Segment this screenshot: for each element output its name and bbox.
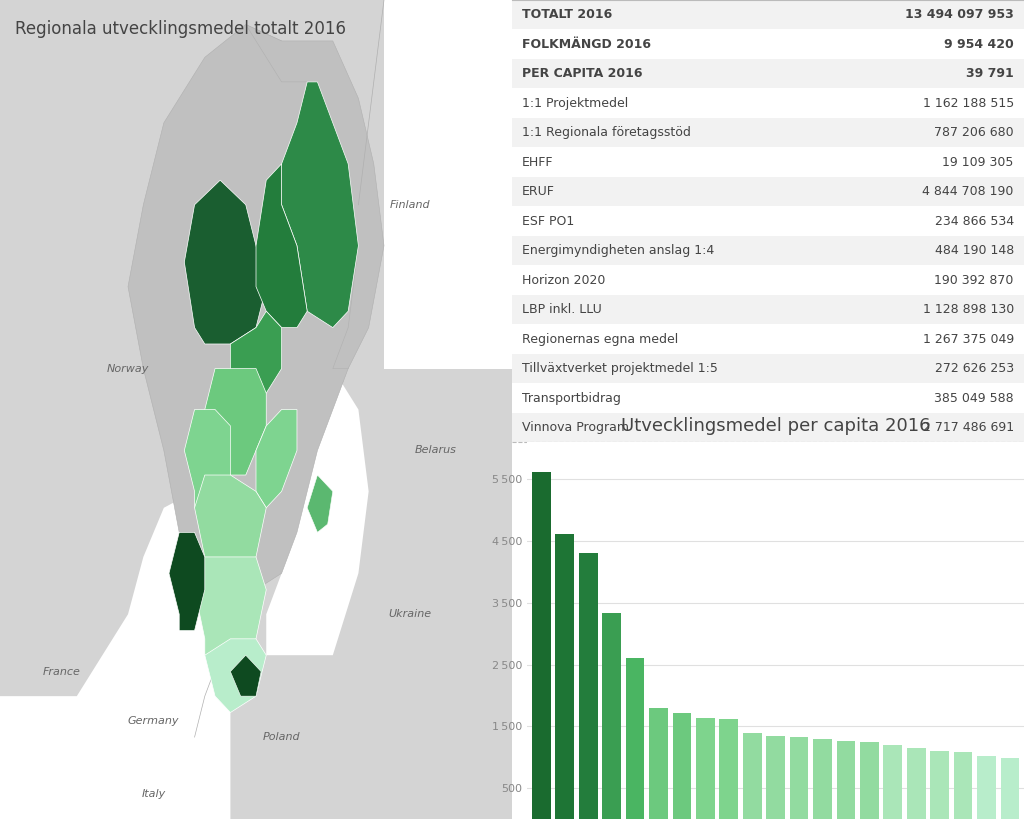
- Polygon shape: [307, 475, 333, 532]
- Text: 39 791: 39 791: [966, 67, 1014, 80]
- Polygon shape: [128, 25, 369, 590]
- Text: France: France: [43, 667, 80, 676]
- Text: 1 267 375 049: 1 267 375 049: [923, 333, 1014, 346]
- Polygon shape: [205, 369, 266, 475]
- Bar: [512, 295, 1024, 324]
- Bar: [930, 751, 949, 819]
- Polygon shape: [246, 25, 384, 369]
- Bar: [696, 717, 715, 819]
- Text: LBP inkl. LLU: LBP inkl. LLU: [522, 303, 602, 316]
- Bar: [720, 719, 738, 819]
- Polygon shape: [0, 491, 230, 819]
- Text: 1 162 188 515: 1 162 188 515: [923, 97, 1014, 110]
- Polygon shape: [230, 655, 261, 696]
- Text: 1 128 898 130: 1 128 898 130: [923, 303, 1014, 316]
- Bar: [512, 59, 1024, 88]
- Polygon shape: [184, 180, 266, 344]
- Bar: [512, 413, 1024, 442]
- Polygon shape: [282, 82, 358, 328]
- Text: 484 190 148: 484 190 148: [935, 244, 1014, 257]
- Polygon shape: [384, 0, 512, 369]
- Bar: [579, 554, 598, 819]
- Bar: [766, 735, 785, 819]
- Polygon shape: [266, 369, 369, 655]
- Text: 2 717 486 691: 2 717 486 691: [923, 421, 1014, 434]
- Bar: [884, 745, 902, 819]
- Polygon shape: [205, 639, 266, 713]
- Polygon shape: [184, 410, 230, 508]
- Polygon shape: [0, 0, 512, 819]
- Bar: [860, 742, 879, 819]
- Text: ERUF: ERUF: [522, 185, 555, 198]
- Bar: [512, 236, 1024, 265]
- Text: 9 954 420: 9 954 420: [944, 38, 1014, 51]
- Bar: [512, 177, 1024, 206]
- Bar: [532, 472, 551, 819]
- Text: Poland: Poland: [263, 732, 300, 742]
- Bar: [977, 756, 996, 819]
- Bar: [555, 534, 574, 819]
- Text: Tillväxtverket projektmedel 1:5: Tillväxtverket projektmedel 1:5: [522, 362, 718, 375]
- Polygon shape: [256, 410, 297, 508]
- Text: Regionernas egna medel: Regionernas egna medel: [522, 333, 679, 346]
- Text: Germany: Germany: [128, 716, 179, 726]
- Bar: [813, 740, 831, 819]
- Text: Transportbidrag: Transportbidrag: [522, 391, 622, 405]
- Text: Ukraine: Ukraine: [388, 609, 431, 619]
- Bar: [602, 613, 622, 819]
- Bar: [742, 733, 762, 819]
- Text: FOLKMÄNGD 2016: FOLKMÄNGD 2016: [522, 38, 651, 51]
- Text: 1:1 Projektmedel: 1:1 Projektmedel: [522, 97, 629, 110]
- Bar: [953, 752, 973, 819]
- Text: 272 626 253: 272 626 253: [935, 362, 1014, 375]
- Bar: [512, 0, 1024, 29]
- Text: 234 866 534: 234 866 534: [935, 215, 1014, 228]
- Bar: [673, 713, 691, 819]
- Text: Finland: Finland: [389, 200, 430, 210]
- Text: ESF PO1: ESF PO1: [522, 215, 574, 228]
- Polygon shape: [195, 557, 266, 655]
- Bar: [790, 737, 809, 819]
- Text: 787 206 680: 787 206 680: [934, 126, 1014, 139]
- Text: 13 494 097 953: 13 494 097 953: [905, 8, 1014, 21]
- Bar: [512, 354, 1024, 383]
- Polygon shape: [195, 475, 266, 590]
- Bar: [626, 658, 644, 819]
- Text: Vinnova Program: Vinnova Program: [522, 421, 629, 434]
- Text: Belarus: Belarus: [415, 446, 456, 455]
- Polygon shape: [256, 164, 307, 328]
- Text: 4 844 708 190: 4 844 708 190: [923, 185, 1014, 198]
- Polygon shape: [169, 532, 205, 631]
- Text: Italy: Italy: [141, 790, 166, 799]
- Text: Norway: Norway: [106, 364, 150, 373]
- Text: 385 049 588: 385 049 588: [934, 391, 1014, 405]
- Text: PER CAPITA 2016: PER CAPITA 2016: [522, 67, 643, 80]
- Bar: [907, 748, 926, 819]
- Text: 190 392 870: 190 392 870: [934, 274, 1014, 287]
- Bar: [512, 118, 1024, 147]
- Text: TOTALT 2016: TOTALT 2016: [522, 8, 612, 21]
- Title: Utvecklingsmedel per capita 2016: Utvecklingsmedel per capita 2016: [621, 417, 931, 435]
- Polygon shape: [230, 311, 282, 410]
- Text: 1:1 Regionala företagsstöd: 1:1 Regionala företagsstöd: [522, 126, 691, 139]
- Text: Horizon 2020: Horizon 2020: [522, 274, 605, 287]
- Text: EHFF: EHFF: [522, 156, 554, 169]
- Bar: [1000, 758, 1019, 819]
- Text: 19 109 305: 19 109 305: [942, 156, 1014, 169]
- Bar: [649, 708, 668, 819]
- Text: Energimyndigheten anslag 1:4: Energimyndigheten anslag 1:4: [522, 244, 715, 257]
- Bar: [837, 741, 855, 819]
- Text: Regionala utvecklingsmedel totalt 2016: Regionala utvecklingsmedel totalt 2016: [15, 20, 346, 38]
